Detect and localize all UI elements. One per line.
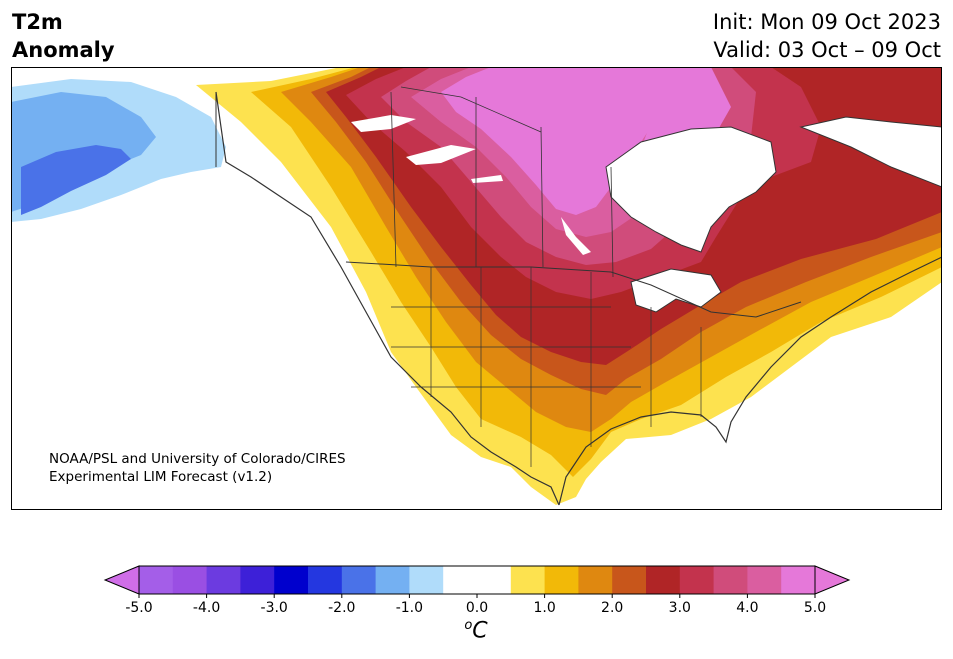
canada-us-border (345, 261, 802, 318)
province-lines (390, 86, 614, 278)
colorbar-bin (747, 566, 782, 594)
labrador-sea (799, 116, 942, 188)
colorbar-tick-label: 3.0 (668, 600, 691, 616)
colorbar (103, 565, 851, 598)
colorbar-tick-label: 4.0 (736, 600, 759, 616)
colorbar-tick-label: 1.0 (533, 600, 556, 616)
colorbar-bin (341, 566, 377, 594)
lake-3 (561, 217, 591, 255)
colorbar-bin (375, 566, 410, 594)
colorbar-bin (713, 566, 748, 594)
colorbar-bin (240, 566, 275, 594)
colorbar-over-arrow (814, 565, 851, 595)
colorbar-under-arrow (103, 565, 140, 595)
forecast-dates: Init: Mon 09 Oct 2023 Valid: 03 Oct – 09… (713, 8, 941, 64)
colorbar-bin (679, 566, 715, 594)
colorbar-bin (781, 566, 816, 594)
colorbar-tick-label: 2.0 (601, 600, 624, 616)
colorbar-unit: oC (464, 618, 488, 644)
colorbar-bin (308, 566, 343, 594)
colorbar-bin (409, 566, 444, 594)
lake-1 (351, 115, 416, 132)
colorbar-tick-label: 5.0 (803, 600, 827, 616)
credit-line-2: Experimental LIM Forecast (v1.2) (49, 469, 273, 485)
state-lines (391, 267, 702, 467)
anomaly-map (11, 67, 942, 510)
colorbar-bin (274, 566, 309, 594)
colorbar-bin (206, 566, 241, 594)
colorbar-bin (510, 566, 546, 594)
hudson-bay (605, 126, 777, 253)
colorbar-bin (172, 566, 208, 594)
anomaly-cold-3 (21, 145, 131, 215)
credit-line-1: NOAA/PSL and University of Colorado/CIRE… (49, 451, 346, 467)
colorbar-tick-label: -3.0 (260, 600, 288, 616)
title-variable: T2m (12, 10, 63, 34)
colorbar-bin (443, 566, 512, 594)
init-date: Init: Mon 09 Oct 2023 (712, 10, 941, 34)
colorbar-tick-label: -2.0 (328, 600, 356, 616)
colorbar-bin (646, 566, 681, 594)
map-title: T2m Anomaly (12, 8, 115, 64)
lake-4 (471, 175, 503, 183)
colorbar-tick-label: 0.0 (465, 600, 489, 616)
credit-text: NOAA/PSL and University of Colorado/CIRE… (49, 450, 346, 486)
colorbar-tick-label: -5.0 (125, 600, 153, 616)
colorbar-bin (578, 566, 613, 594)
colorbar-bin (544, 566, 579, 594)
colorbar-tick-label: -4.0 (192, 600, 221, 616)
coastline-gulf (558, 256, 942, 506)
lake-2 (406, 145, 476, 165)
title-type: Anomaly (12, 38, 115, 62)
colorbar-bin (139, 566, 174, 594)
valid-range: Valid: 03 Oct – 09 Oct (713, 38, 941, 62)
colorbar-tick-label: -1.0 (395, 600, 424, 616)
colorbar-bin (612, 566, 647, 594)
